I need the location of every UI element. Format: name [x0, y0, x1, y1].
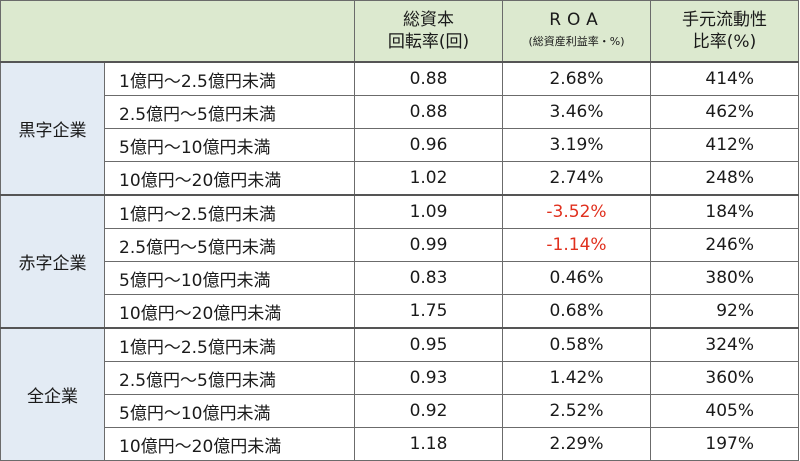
group-label: 赤字企業 [0, 194, 105, 329]
table-row: 2.5億円〜5億円未満 0.93 1.42% 360% [1, 361, 799, 395]
roa-cell: 3.19% [502, 128, 651, 162]
turnover-cell: 0.93 [354, 361, 503, 395]
liquidity-cell: 324% [650, 327, 799, 362]
roa-cell: -1.14% [502, 228, 651, 262]
turnover-cell: 0.92 [354, 394, 503, 428]
table-row: 5億円〜10億円未満 0.96 3.19% 412% [1, 128, 799, 162]
liquidity-cell: 380% [650, 261, 799, 295]
liquidity-cell: 412% [650, 128, 799, 162]
turnover-cell: 0.83 [354, 261, 503, 295]
liquidity-cell: 184% [650, 194, 799, 229]
turnover-cell: 1.02 [354, 161, 503, 196]
header-turnover-line1: 総資本 [403, 10, 454, 30]
table-row: 赤字企業 1億円〜2.5億円未満 1.09 -3.52% 184% [0, 194, 799, 329]
liquidity-cell: 360% [650, 361, 799, 395]
roa-cell: 2.29% [502, 427, 651, 461]
liquidity-cell: 414% [650, 61, 799, 96]
liquidity-cell: 197% [650, 427, 799, 461]
liquidity-cell: 405% [650, 394, 799, 428]
header-turnover-line2: 回転率(回) [387, 32, 470, 52]
revenue-band-cell: 1億円〜2.5億円未満 [104, 61, 355, 96]
roa-cell: 3.46% [502, 95, 651, 129]
table-row: 5億円〜10億円未満 0.83 0.46% 380% [1, 261, 799, 295]
roa-cell: 2.52% [502, 394, 651, 428]
roa-cell: -3.52% [502, 194, 651, 229]
revenue-band-cell: 1億円〜2.5億円未満 [104, 194, 355, 229]
turnover-cell: 1.18 [354, 427, 503, 461]
liquidity-cell: 92% [650, 294, 799, 329]
group-label: 黒字企業 [0, 61, 105, 196]
header-roa: ROA (総資産利益率・%) [502, 0, 651, 63]
header-turnover: 総資本 回転率(回) [354, 0, 503, 63]
table-row: 黒字企業 1億円〜2.5億円未満 0.88 2.68% 414% [0, 61, 799, 196]
header-row: 総資本 回転率(回) ROA (総資産利益率・%) 手元流動性 比率(%) [0, 0, 799, 63]
turnover-cell: 0.88 [354, 95, 503, 129]
revenue-band-cell: 10億円〜20億円未満 [104, 294, 355, 329]
liquidity-cell: 248% [650, 161, 799, 196]
revenue-band-cell: 2.5億円〜5億円未満 [104, 361, 355, 395]
turnover-cell: 1.75 [354, 294, 503, 329]
roa-cell: 2.68% [502, 61, 651, 96]
table-row: 5億円〜10億円未満 0.92 2.52% 405% [1, 394, 799, 428]
turnover-cell: 0.88 [354, 61, 503, 96]
table-row: 10億円〜20億円未満 1.02 2.74% 248% [1, 161, 799, 196]
turnover-cell: 0.99 [354, 228, 503, 262]
liquidity-cell: 246% [650, 228, 799, 262]
revenue-band-cell: 5億円〜10億円未満 [104, 394, 355, 428]
turnover-cell: 1.09 [354, 194, 503, 229]
roa-cell: 1.42% [502, 361, 651, 395]
header-liquidity: 手元流動性 比率(%) [650, 0, 799, 63]
header-liquidity-line1: 手元流動性 [682, 10, 767, 30]
liquidity-cell: 462% [650, 95, 799, 129]
header-roa-line1: ROA [549, 10, 604, 30]
turnover-cell: 0.96 [354, 128, 503, 162]
roa-cell: 0.58% [502, 327, 651, 362]
header-roa-line2: (総資産利益率・%) [528, 35, 625, 48]
revenue-band-cell: 1億円〜2.5億円未満 [104, 327, 355, 362]
roa-cell: 2.74% [502, 161, 651, 196]
revenue-band-cell: 2.5億円〜5億円未満 [104, 228, 355, 262]
table-row: 2.5億円〜5億円未満 0.88 3.46% 462% [1, 95, 799, 129]
revenue-band-cell: 10億円〜20億円未満 [104, 427, 355, 461]
revenue-band-cell: 5億円〜10億円未満 [104, 261, 355, 295]
revenue-band-cell: 10億円〜20億円未満 [104, 161, 355, 196]
table-body: 黒字企業 1億円〜2.5億円未満 0.88 2.68% 414% 2.5億円〜5… [0, 61, 799, 461]
table-row: 10億円〜20億円未満 1.75 0.68% 92% [1, 294, 799, 329]
roa-cell: 0.46% [502, 261, 651, 295]
group-label: 全企業 [0, 327, 105, 461]
header-empty-cell [0, 0, 355, 63]
table-row: 10億円〜20億円未満 1.18 2.29% 197% [1, 427, 799, 461]
table-row: 全企業 1億円〜2.5億円未満 0.95 0.58% 324% [0, 327, 799, 461]
turnover-cell: 0.95 [354, 327, 503, 362]
header-liquidity-line2: 比率(%) [692, 32, 757, 52]
table-row: 2.5億円〜5億円未満 0.99 -1.14% 246% [1, 228, 799, 262]
revenue-band-cell: 5億円〜10億円未満 [104, 128, 355, 162]
roa-cell: 0.68% [502, 294, 651, 329]
revenue-band-cell: 2.5億円〜5億円未満 [104, 95, 355, 129]
